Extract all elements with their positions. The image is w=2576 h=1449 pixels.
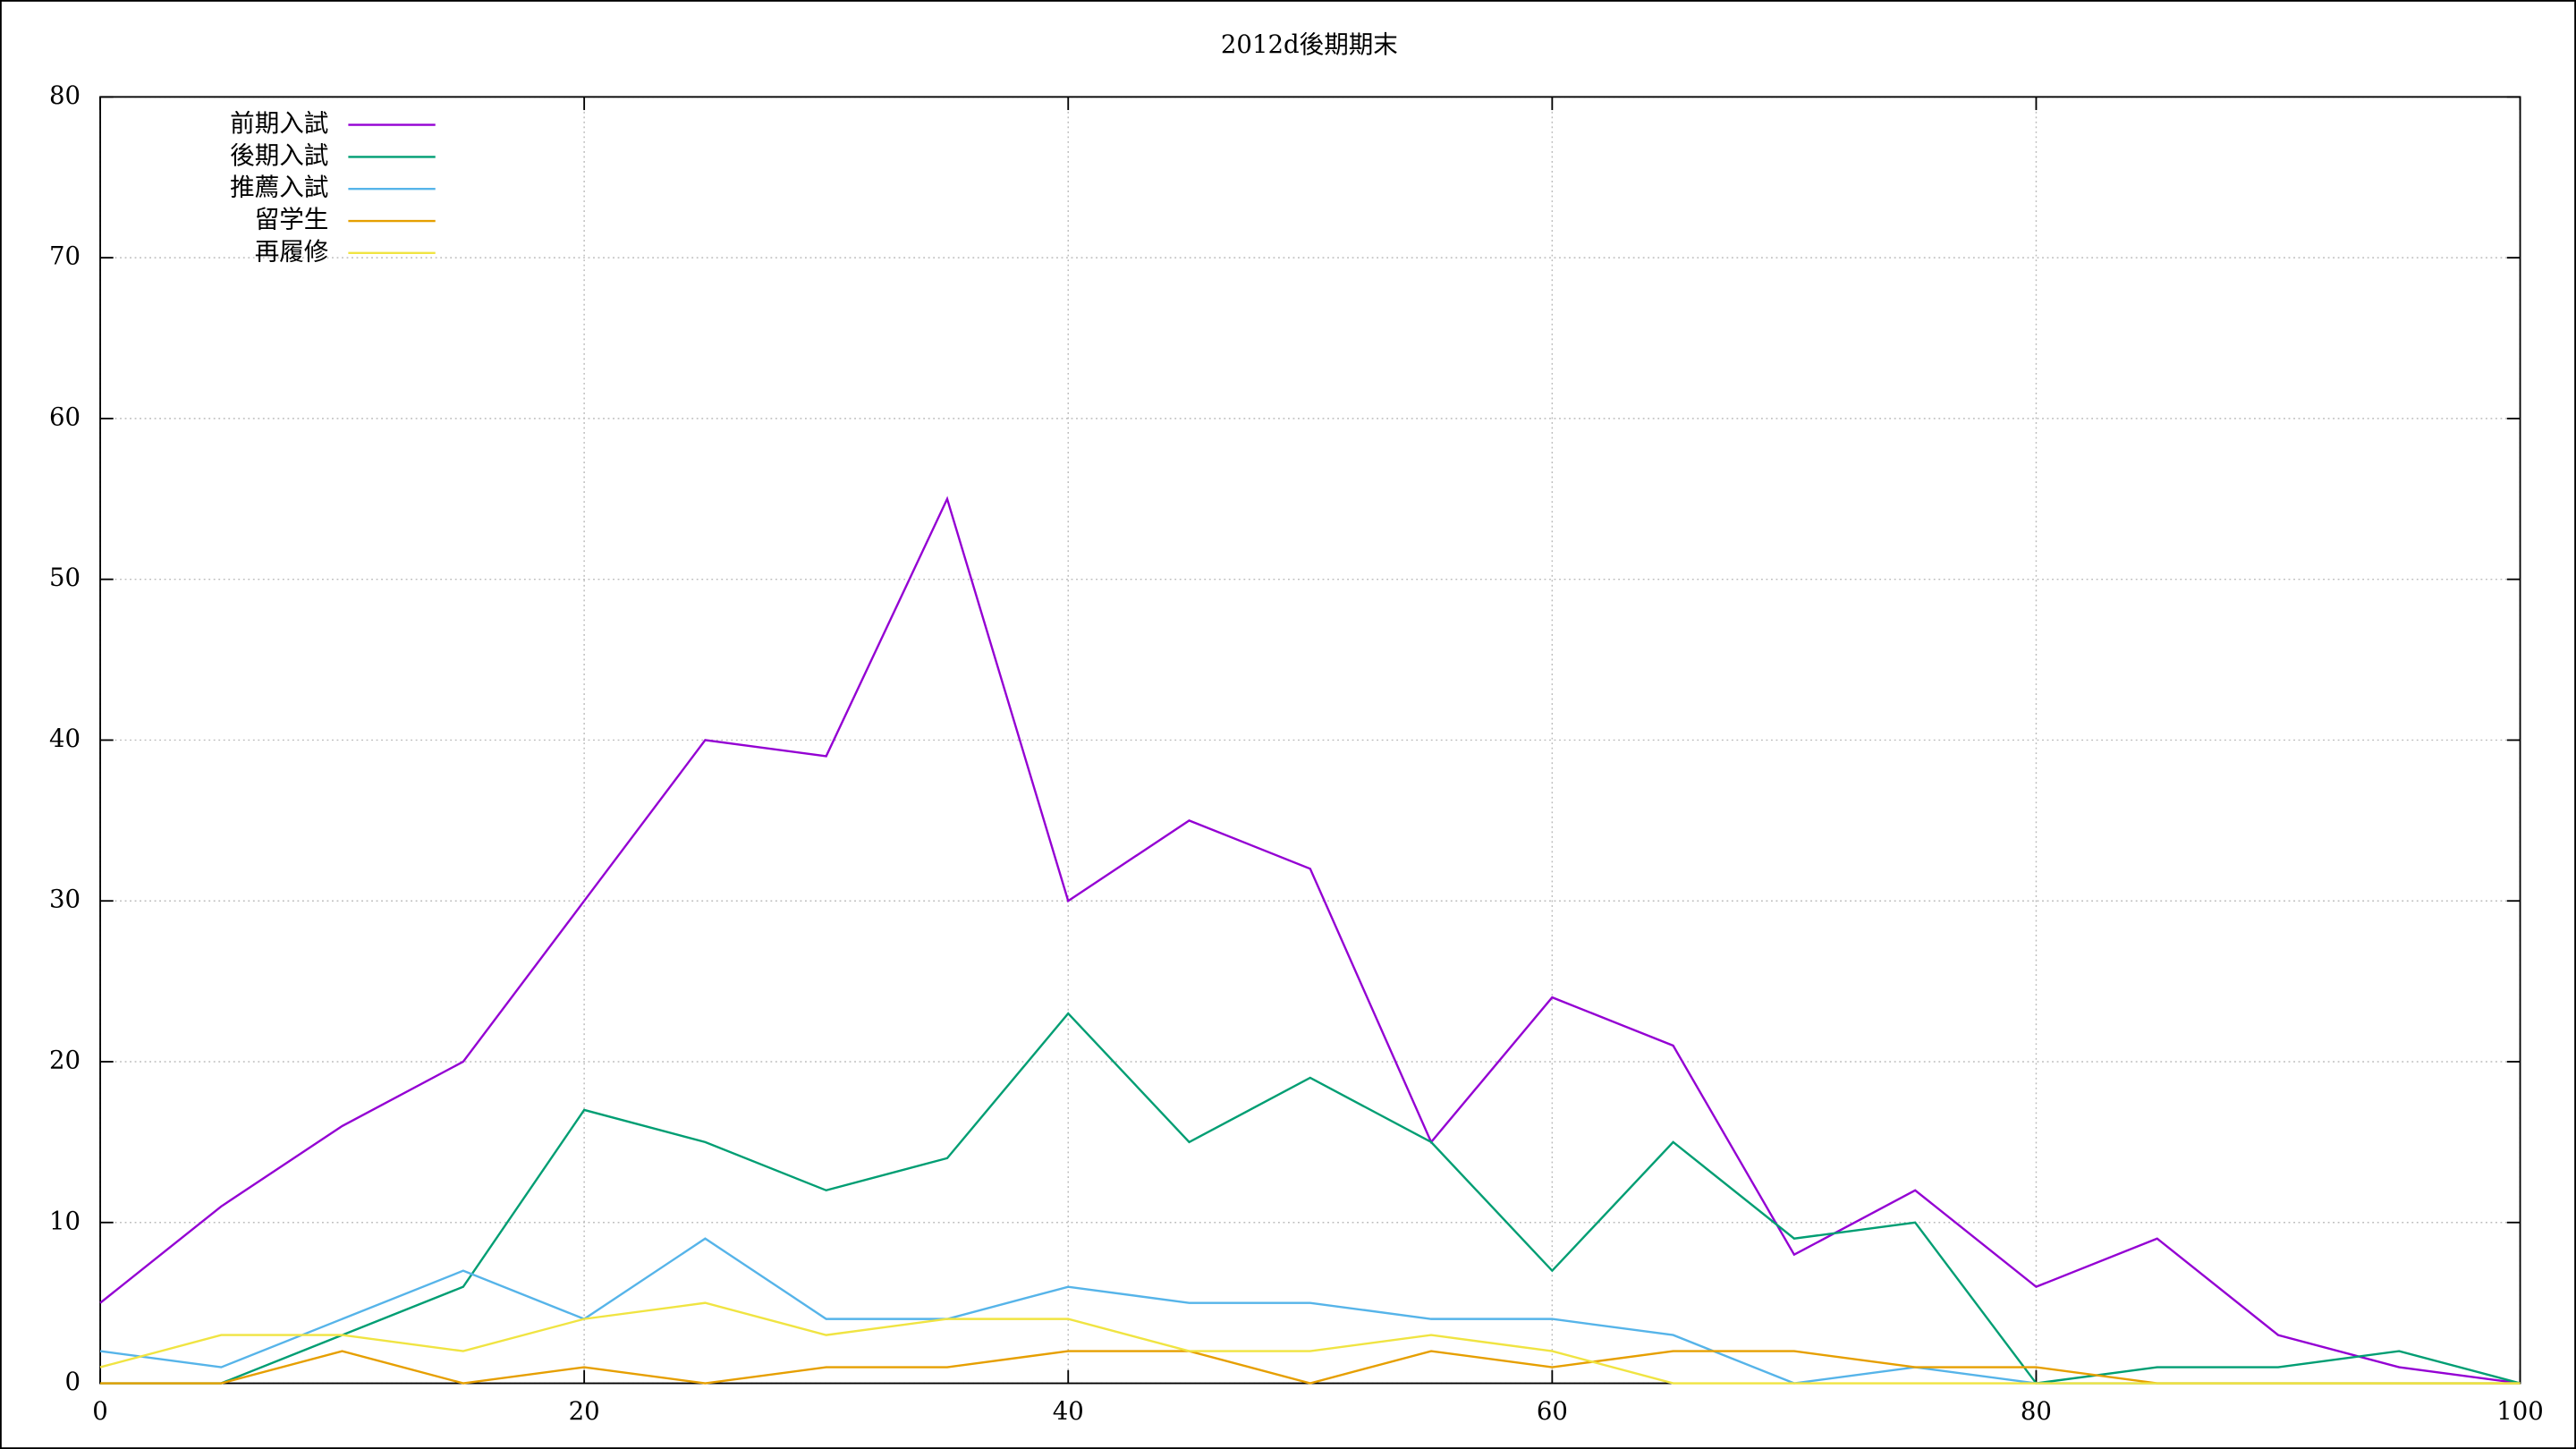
legend-label: 後期入試 <box>230 141 328 170</box>
legend-label: 再履修 <box>255 237 329 266</box>
legend-label: 推薦入試 <box>230 174 328 202</box>
y-tick-label: 80 <box>49 81 80 110</box>
series-line <box>100 1350 2521 1385</box>
y-tick-label: 70 <box>49 242 80 271</box>
y-tick-label: 30 <box>49 886 80 914</box>
x-tick-label: 80 <box>2021 1397 2052 1426</box>
y-tick-label: 0 <box>64 1368 80 1396</box>
legend-label: 前期入試 <box>230 109 328 138</box>
x-tick-label: 100 <box>2496 1397 2544 1426</box>
x-tick-label: 60 <box>1537 1397 1568 1426</box>
legend-label: 留学生 <box>255 206 329 234</box>
x-tick-label: 40 <box>1053 1397 1084 1426</box>
x-tick-label: 20 <box>569 1397 600 1426</box>
x-tick-label: 0 <box>92 1397 108 1426</box>
y-tick-label: 50 <box>49 564 80 592</box>
y-tick-label: 20 <box>49 1046 80 1074</box>
y-tick-label: 40 <box>49 724 80 753</box>
series-line <box>100 1012 2521 1385</box>
y-tick-label: 10 <box>49 1207 80 1235</box>
series-line <box>99 1301 2521 1385</box>
chart-title: 2012d後期期末 <box>1221 30 1398 59</box>
y-tick-label: 60 <box>49 402 80 431</box>
series-line <box>99 496 2521 1385</box>
